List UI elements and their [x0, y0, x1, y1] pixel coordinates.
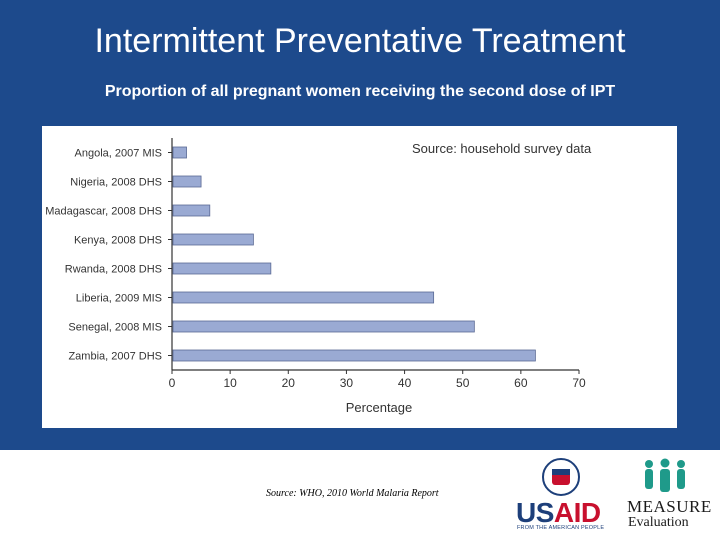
chart-annotation: Source: household survey data: [412, 141, 592, 156]
usaid-us-text: US: [516, 497, 554, 528]
category-label: Liberia, 2009 MIS: [76, 293, 162, 305]
bar: [172, 262, 272, 275]
x-tick-label: 10: [223, 376, 237, 390]
bar: [172, 175, 202, 188]
category-label: Angola, 2007 MIS: [75, 148, 162, 160]
bar-chart: Source: household survey data Percentage…: [45, 138, 592, 415]
bar: [172, 320, 475, 333]
category-label: Senegal, 2008 MIS: [68, 322, 162, 334]
category-label: Kenya, 2008 DHS: [74, 235, 162, 247]
x-tick-label: 50: [456, 376, 470, 390]
slide-subtitle: Proportion of all pregnant women receivi…: [104, 83, 616, 100]
category-label: Zambia, 2007 DHS: [68, 351, 162, 363]
footer-source: Source: WHO, 2010 World Malaria Report: [266, 488, 439, 499]
usaid-wordmark: USAID: [516, 497, 601, 529]
x-tick-label: 20: [282, 376, 296, 390]
measure-people-icon: [645, 458, 685, 492]
measure-subtitle: Evaluation: [628, 515, 689, 530]
x-tick-label: 0: [169, 376, 176, 390]
x-axis-label: Percentage: [346, 400, 413, 415]
category-label: Rwanda, 2008 DHS: [65, 264, 162, 276]
bar: [172, 349, 536, 362]
x-tick-label: 40: [398, 376, 412, 390]
usaid-seal-icon: [542, 458, 580, 496]
category-label: Madagascar, 2008 DHS: [45, 206, 162, 218]
usaid-aid-text: AID: [553, 497, 601, 528]
x-tick-label: 70: [572, 376, 586, 390]
category-label: Nigeria, 2008 DHS: [70, 177, 162, 189]
bar: [172, 233, 254, 246]
bar: [172, 204, 211, 217]
measure-wordmark: MEASURE: [627, 497, 712, 516]
x-tick-label: 60: [514, 376, 528, 390]
bar: [172, 291, 435, 304]
slide-title: Intermittent Preventative Treatment: [94, 22, 626, 60]
bar: [172, 146, 187, 159]
chart-panel: Source: household survey data Percentage…: [42, 126, 677, 428]
x-tick-label: 30: [340, 376, 354, 390]
usaid-tagline: FROM THE AMERICAN PEOPLE: [517, 525, 605, 531]
